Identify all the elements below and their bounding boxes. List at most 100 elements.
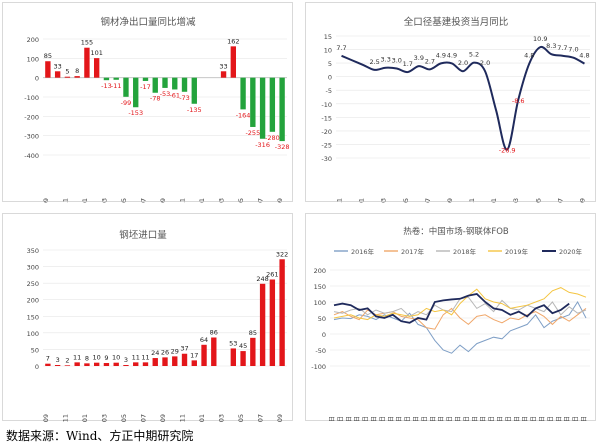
x-tick-label: 2019-03 [100, 414, 108, 422]
y-tick-label: -20 [321, 128, 332, 136]
x-tick-label: 4月30日 [413, 416, 420, 422]
x-tick-label: 9月9日 [505, 416, 512, 422]
y-tick-label: -15 [321, 114, 332, 122]
y-tick-label: -100 [311, 363, 326, 371]
x-tick-label: 2019-07 [139, 414, 147, 422]
x-tick-label: 2020-09 [276, 198, 284, 203]
bar [250, 77, 256, 127]
bar [279, 77, 285, 142]
x-tick-label: 2019-03 [380, 198, 388, 203]
data-label: -26.9 [499, 147, 516, 155]
data-label: 53 [229, 339, 237, 347]
y-tick-label: 0 [35, 363, 39, 371]
source-note: 数据来源：Wind、方正中期研究院 [6, 429, 194, 443]
x-tick-label: 2020-01 [490, 198, 498, 203]
x-tick-label: 11月20日 [556, 416, 563, 422]
legend-label: 2018年 [453, 247, 477, 256]
x-tick-label: 2020-05 [237, 198, 245, 203]
x-tick-label: 4月6日 [396, 416, 403, 422]
data-label: 7.7 [557, 44, 567, 52]
series-line [333, 287, 587, 321]
data-label: -99 [121, 99, 132, 107]
bar [74, 362, 80, 366]
x-tick-label: 2019-05 [120, 198, 128, 203]
y-tick-label: -50 [315, 347, 326, 355]
bar [181, 77, 188, 92]
y-tick-label: 350 [27, 247, 39, 255]
data-label: 10.9 [533, 35, 547, 43]
y-tick-label: 0 [328, 74, 332, 82]
y-tick-label: 0 [35, 75, 39, 83]
bar [191, 77, 197, 104]
data-label: 4.8 [579, 52, 589, 60]
x-tick-label: 2019-07 [139, 198, 147, 203]
bar [84, 363, 90, 366]
data-label: 2.0 [458, 59, 468, 67]
x-tick-label: 2019-01 [81, 414, 89, 422]
bar [123, 365, 129, 366]
x-tick-label: 2020-03 [218, 198, 226, 203]
chart-panel-billet-imports: 钢坯进口量 350 300 250 200 150 100 50 0 7 3 2 11 8 10 9 10 3 11… [2, 213, 293, 422]
legend-label: 2017年 [401, 247, 425, 256]
x-tick-label: 12月26日 [581, 416, 588, 422]
chart-title: 钢材净出口量同比增减 [100, 16, 196, 28]
bar [133, 77, 139, 108]
y-tick-label: 150 [314, 283, 326, 291]
data-label: 2.0 [480, 59, 490, 67]
bar [240, 351, 246, 366]
chart-panel-steel-net-export: 钢材净出口量同比增减 200 100 0 -100 -200 -300 -400 85 33 5 8 1… [2, 2, 293, 203]
y-tick-label: 100 [314, 299, 326, 307]
bar [181, 353, 188, 366]
x-tick-label: 2020-01 [198, 414, 206, 422]
legend-label: 2019年 [505, 247, 529, 256]
data-label: 3.9 [414, 54, 424, 62]
x-tick-label: 2020-03 [218, 414, 226, 422]
x-tick-label: 2019-09 [159, 414, 167, 422]
x-tick-label: 2019-11 [179, 198, 187, 203]
y-tick-label: 0 [322, 331, 326, 339]
bar [230, 46, 237, 78]
data-label: -53 [160, 90, 171, 98]
chart-title: 全口径基建投资当月同比 [404, 16, 509, 28]
chart-panel-hot-coil-fob: 热卷：中国市场-钢联体FOB 2016年 2017年 2018年 2019年 2020年 2… [305, 213, 596, 422]
bar [113, 362, 119, 366]
data-label: 3.3 [381, 56, 391, 64]
bar [201, 344, 207, 366]
x-tick-label: 5月12日 [421, 416, 428, 422]
data-label: -61 [169, 91, 180, 99]
data-label: 64 [200, 336, 208, 344]
chart-svg-c4: 热卷：中国市场-钢联体FOB 2016年 2017年 2018年 2019年 2020年 2… [311, 226, 590, 422]
x-tick-label: 2020-01 [198, 198, 206, 203]
legend-label: 2020年 [559, 247, 583, 256]
y-tick-label: 15 [324, 33, 332, 41]
data-label: 29 [171, 347, 179, 355]
chart-svg-c2: 全口径基建投资当月同比 15 10 5 0 -5 -10 -15 -20 -25 -30 7.7 2.5… [321, 16, 590, 203]
data-label: 37 [180, 345, 188, 353]
data-label: -13 [101, 82, 112, 90]
y-tick-label: -5 [326, 87, 332, 95]
x-tick-label: 3月1日 [371, 416, 378, 422]
data-label: 7.0 [568, 46, 578, 54]
x-tick-label: 2018-11 [61, 414, 69, 422]
x-tick-label: 2020-09 [276, 414, 284, 422]
data-label: -8.6 [512, 97, 525, 105]
bar [54, 71, 61, 78]
x-tick-label: 6月17日 [447, 416, 454, 422]
bar [152, 77, 158, 93]
bar [211, 337, 217, 366]
data-label: 162 [227, 37, 239, 45]
bar [93, 362, 100, 366]
data-label: 8 [75, 67, 79, 75]
data-label: 4.8 [524, 52, 534, 60]
bar [84, 47, 90, 78]
x-tick-label: 5月24日 [430, 416, 437, 422]
x-tick-label: 2020-07 [257, 414, 265, 422]
y-tick-label: -25 [321, 141, 332, 149]
x-tick-label: 2019-11 [468, 198, 476, 203]
bar [191, 360, 197, 366]
x-tick-label: 8月16日 [489, 416, 496, 422]
x-tick-label: 2019-07 [424, 198, 432, 203]
data-label: -328 [275, 143, 290, 151]
bar [123, 77, 129, 97]
